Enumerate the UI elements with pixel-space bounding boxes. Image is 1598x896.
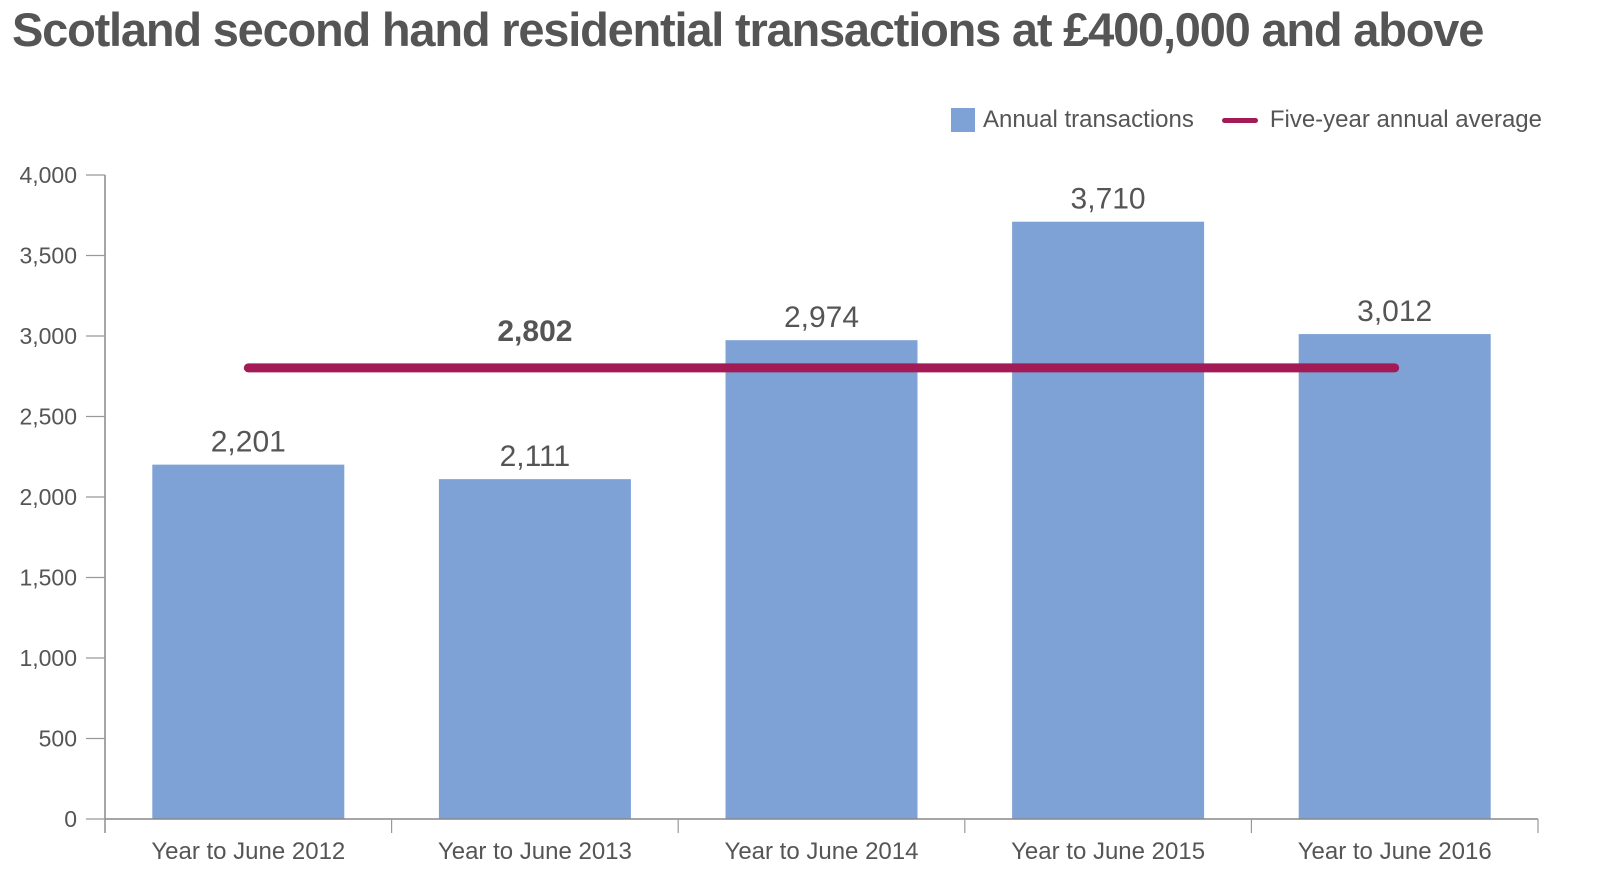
bar [725,340,918,819]
x-tick-label: Year to June 2016 [1298,838,1492,865]
average-data-label: 2,802 [497,315,572,348]
x-tick-label: Year to June 2013 [438,838,632,865]
legend-swatch-annual-transactions [951,108,976,132]
y-tick-label: 2,000 [19,484,77,510]
y-tick-label: 1,000 [19,645,77,671]
legend-label-five-year-average: Five-year annual average [1269,106,1542,133]
bar-data-label: 2,974 [784,301,859,334]
y-tick-label: 1,500 [19,565,77,591]
bar [438,479,631,819]
legend-label-annual-transactions: Annual transactions [983,106,1194,133]
bar-data-label: 2,111 [500,440,571,473]
legend-swatch-five-year-average [1221,117,1258,123]
bar-data-label: 2,201 [211,426,286,459]
y-tick-label: 500 [39,726,77,752]
y-tick-label: 0 [64,806,77,832]
chart-title: Scotland second hand residential transac… [12,3,1484,56]
y-tick-label: 3,500 [19,243,77,269]
y-tick-label: 2,500 [19,404,77,430]
legend: Annual transactions Five-year annual ave… [951,106,1542,134]
x-tick-label: Year to June 2012 [151,838,345,865]
x-tick-label: Year to June 2015 [1011,838,1205,865]
y-tick-label: 3,000 [19,323,77,349]
bar [152,464,345,819]
bar [1298,334,1491,819]
x-tick-label: Year to June 2014 [725,838,919,865]
y-tick-label: 4,000 [19,162,77,188]
bar [1012,221,1205,819]
bar-data-label: 3,710 [1071,183,1146,216]
bar-data-label: 3,012 [1357,295,1432,328]
